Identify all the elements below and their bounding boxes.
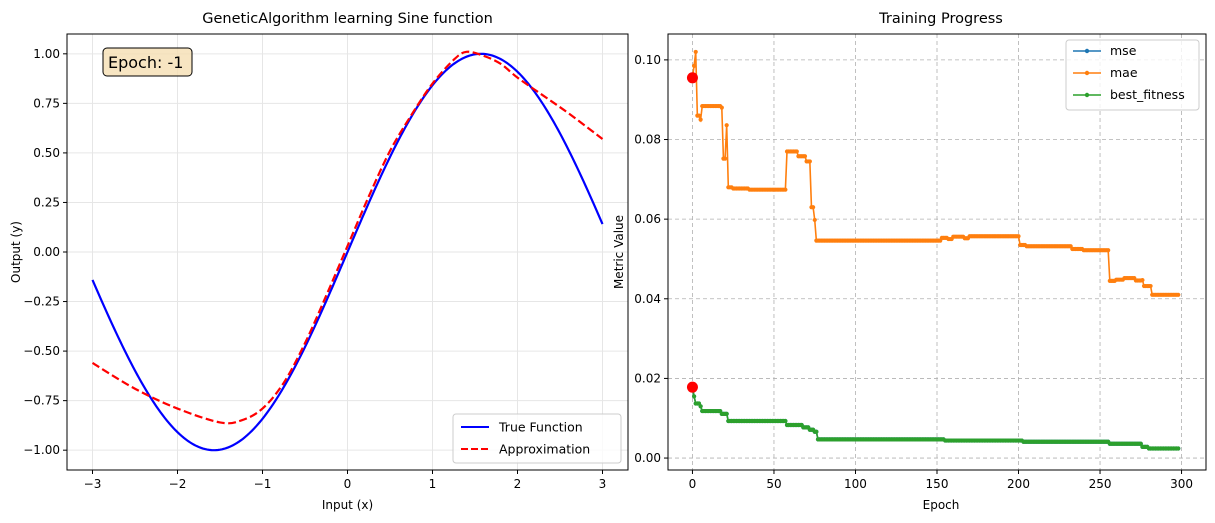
y-tick-label: 1.00 xyxy=(33,47,60,61)
right-ticks: 0 50 100 150 200 250 300 0.00 0.02 0.04 0.06 0.08 0.… xyxy=(634,53,1193,491)
series-best-fitness-point xyxy=(691,394,697,399)
series-mae-point xyxy=(1016,234,1021,239)
legend-marker-mse xyxy=(1084,48,1090,54)
series-best-fitness-point xyxy=(783,418,788,424)
y-tick-label: 0.08 xyxy=(634,133,661,147)
left-grid xyxy=(67,34,628,470)
right-chart: Training Progress 0 50 100 150 200 250 300 0.00… xyxy=(612,11,1207,512)
series-mae-point xyxy=(693,49,698,55)
series-approximation-line xyxy=(91,50,604,425)
left-legend-box xyxy=(452,413,622,464)
y-tick-label: −1.00 xyxy=(23,443,60,457)
y-tick-label: 0.75 xyxy=(33,96,60,110)
series-best-fitness-point xyxy=(1138,441,1143,446)
series-mae-point xyxy=(724,123,729,128)
legend-label-true-function: True Function xyxy=(498,420,583,435)
x-tick-label: 300 xyxy=(1170,477,1193,491)
left-ticks: −3 −2 −1 0 1 2 3 −1.00 −0.75 −0.50 −0.25 0.00 0.25 0.… xyxy=(23,47,606,491)
x-tick-label: 3 xyxy=(599,477,607,491)
series-mae-point xyxy=(1176,292,1181,297)
right-y-axis-label: Metric Value xyxy=(612,215,626,289)
series-mae-point xyxy=(698,117,703,122)
left-chart: GeneticAlgorithm learning Sine function … xyxy=(9,11,629,512)
epoch-annotation-box xyxy=(102,47,193,77)
left-x-axis-label: Input (x) xyxy=(322,498,373,512)
right-legend-box xyxy=(1065,39,1200,111)
x-tick-label: −1 xyxy=(254,477,272,491)
left-series-layer xyxy=(91,50,604,452)
right-series-layer xyxy=(686,49,1181,451)
x-tick-label: 0 xyxy=(689,477,697,491)
y-tick-label: 0.50 xyxy=(33,146,60,160)
right-legend: mse mae best_fitness xyxy=(1065,39,1200,111)
x-tick-label: −2 xyxy=(169,477,187,491)
legend-marker-mae xyxy=(1084,70,1090,76)
x-tick-label: 1 xyxy=(429,477,437,491)
x-tick-label: 50 xyxy=(766,477,781,491)
series-mae-point xyxy=(691,63,697,68)
series-mae-point xyxy=(802,154,808,159)
series-mae-point xyxy=(1106,248,1111,253)
left-legend: True Function Approximation xyxy=(452,413,622,464)
x-tick-label: 200 xyxy=(1007,477,1030,491)
x-tick-label: 100 xyxy=(844,477,867,491)
legend-marker-best-fitness xyxy=(1084,92,1090,98)
x-tick-label: 0 xyxy=(344,477,352,491)
highlight-point xyxy=(686,72,698,84)
series-mae-point xyxy=(794,149,799,154)
series-mae xyxy=(690,49,1181,297)
series-best-fitness-point xyxy=(1176,446,1181,451)
series-mae-point xyxy=(783,187,788,192)
legend-label-approximation: Approximation xyxy=(499,442,590,457)
right-x-axis-label: Epoch xyxy=(923,498,960,512)
x-tick-label: 2 xyxy=(514,477,522,491)
series-mae-point xyxy=(807,159,812,164)
y-tick-label: −0.75 xyxy=(23,394,60,408)
series-mae-point xyxy=(719,105,724,110)
y-tick-label: 0.04 xyxy=(634,292,661,306)
series-mae-point xyxy=(1148,283,1153,289)
left-chart-title: GeneticAlgorithm learning Sine function xyxy=(202,11,493,27)
legend-label-best-fitness: best_fitness xyxy=(1110,87,1185,102)
epoch-annotation: Epoch: -1 xyxy=(108,53,183,72)
series-mae-point xyxy=(812,217,817,223)
series-mae-point xyxy=(811,205,816,210)
series-best-fitness-point xyxy=(814,429,819,434)
x-tick-label: 250 xyxy=(1089,477,1112,491)
highlight-point xyxy=(686,381,698,393)
y-tick-label: 0.25 xyxy=(33,195,60,209)
y-tick-label: 0.00 xyxy=(33,245,60,259)
series-best-fitness-point xyxy=(698,404,703,409)
x-tick-label: 150 xyxy=(926,477,949,491)
left-y-axis-label: Output (y) xyxy=(9,221,23,283)
y-tick-label: 0.00 xyxy=(634,451,661,465)
series-mae-point xyxy=(696,113,702,118)
x-tick-label: −3 xyxy=(84,477,102,491)
series-best-fitness xyxy=(690,385,1181,451)
legend-label-mae: mae xyxy=(1110,65,1138,80)
y-tick-label: 0.10 xyxy=(634,53,661,67)
y-tick-label: −0.50 xyxy=(23,344,60,358)
y-tick-label: −0.25 xyxy=(23,295,60,309)
series-mae-point xyxy=(722,156,728,161)
series-best-fitness-point xyxy=(724,411,729,416)
y-tick-label: 0.06 xyxy=(634,212,661,226)
y-tick-label: 0.02 xyxy=(634,371,661,385)
series-mae-point xyxy=(1140,277,1145,283)
legend-label-mse: mse xyxy=(1110,43,1137,58)
series-true-function-line xyxy=(91,52,604,452)
right-chart-title: Training Progress xyxy=(878,11,1003,27)
